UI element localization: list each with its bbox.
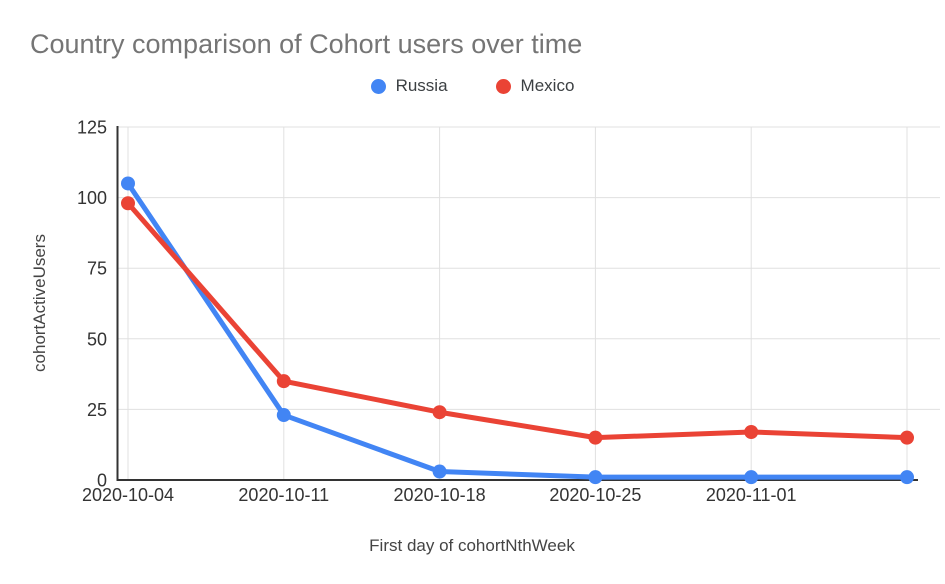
legend-dot-mexico: [495, 78, 511, 94]
data-point-russia[interactable]: [121, 176, 135, 191]
data-point-russia[interactable]: [588, 470, 603, 485]
legend-item-russia[interactable]: Russia: [370, 76, 448, 96]
data-point-mexico[interactable]: [121, 196, 135, 211]
data-point-mexico[interactable]: [588, 430, 603, 445]
legend-dot-russia: [370, 78, 386, 94]
x-tick-label: 2020-10-25: [549, 485, 641, 505]
data-point-mexico[interactable]: [900, 430, 914, 445]
legend-item-mexico[interactable]: Mexico: [495, 76, 575, 96]
data-point-russia[interactable]: [900, 470, 914, 485]
data-point-russia[interactable]: [744, 470, 759, 485]
y-tick-label: 100: [77, 188, 107, 208]
x-tick-label: 2020-11-01: [706, 485, 797, 505]
data-point-mexico[interactable]: [276, 374, 291, 389]
data-point-russia[interactable]: [276, 408, 291, 423]
data-point-mexico[interactable]: [432, 405, 447, 420]
x-axis-title: First day of cohortNthWeek: [369, 536, 575, 555]
y-tick-label: 0: [97, 471, 107, 491]
x-tick-label: 2020-10-18: [394, 485, 486, 505]
y-tick-label: 25: [87, 400, 107, 420]
x-tick-label: 2020-10-04: [82, 485, 174, 505]
y-tick-label: 125: [77, 118, 107, 138]
data-point-mexico[interactable]: [744, 424, 759, 439]
y-axis-title: cohortActiveUsers: [30, 234, 49, 372]
x-tick-label: 2020-10-11: [238, 485, 329, 505]
chart-title: Country comparison of Cohort users over …: [30, 29, 583, 59]
series-line-mexico: [125, 200, 910, 441]
y-tick-label: 50: [87, 329, 107, 349]
legend-label-mexico: Mexico: [520, 76, 575, 95]
data-point-russia[interactable]: [432, 464, 447, 479]
series-line-russia: [125, 180, 910, 480]
legend-label-russia: Russia: [395, 76, 448, 95]
legend: Russia Mexico: [0, 76, 945, 96]
y-tick-label: 75: [87, 259, 107, 279]
